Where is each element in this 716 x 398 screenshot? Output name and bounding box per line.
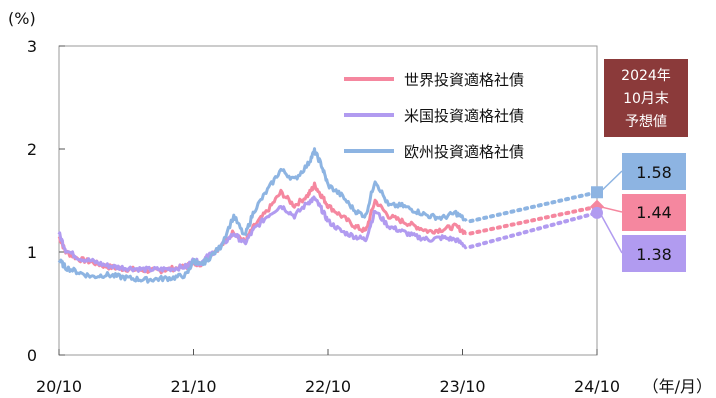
forecast-header-text: 10月末 bbox=[623, 91, 669, 107]
forecast-header-text: 2024年 bbox=[621, 68, 671, 84]
value-label: 1.58 bbox=[636, 163, 672, 182]
y-tick-label: 3 bbox=[27, 37, 37, 56]
x-tick-label: 22/10 bbox=[305, 377, 351, 396]
value-box bbox=[622, 194, 686, 231]
series-line bbox=[57, 147, 468, 284]
legend-label: 世界投資適格社債 bbox=[404, 71, 524, 89]
legend-label: 米国投資適格社債 bbox=[404, 107, 524, 125]
x-axis-unit: （年/月） bbox=[643, 377, 712, 396]
forecast-line bbox=[468, 210, 599, 249]
value-label: 1.44 bbox=[636, 203, 672, 222]
forecast-header-text: 予想値 bbox=[625, 114, 667, 130]
forecast-line bbox=[468, 204, 599, 236]
value-leader-line bbox=[599, 170, 623, 193]
legend-label: 欧州投資適格社債 bbox=[404, 143, 524, 161]
y-tick-label: 2 bbox=[27, 140, 37, 159]
value-leader-line bbox=[599, 212, 623, 254]
x-tick-label: 21/10 bbox=[170, 377, 216, 396]
plot-frame bbox=[58, 45, 598, 356]
series-line bbox=[57, 195, 468, 274]
forecast-header-box bbox=[604, 59, 688, 137]
x-tick-label: 20/10 bbox=[36, 377, 82, 396]
y-tick-label: 1 bbox=[27, 243, 37, 262]
y-tick-label: 0 bbox=[27, 346, 37, 365]
y-axis-label: (%) bbox=[8, 9, 36, 28]
value-leader-line bbox=[599, 205, 623, 213]
x-tick-label: 23/10 bbox=[439, 377, 485, 396]
forecast-marker-square bbox=[591, 186, 603, 199]
value-box bbox=[622, 153, 686, 190]
forecast-line bbox=[468, 190, 599, 224]
x-tick-label: 24/10 bbox=[574, 377, 620, 396]
value-label: 1.38 bbox=[636, 245, 672, 264]
axes: 0 1 2 3 (%) 20/10 21/10 22/10 23/10 24/10 （年/月） bbox=[8, 9, 712, 396]
forecast-marker-circle bbox=[591, 206, 603, 219]
value-box bbox=[622, 235, 686, 272]
series-lines bbox=[57, 147, 604, 284]
